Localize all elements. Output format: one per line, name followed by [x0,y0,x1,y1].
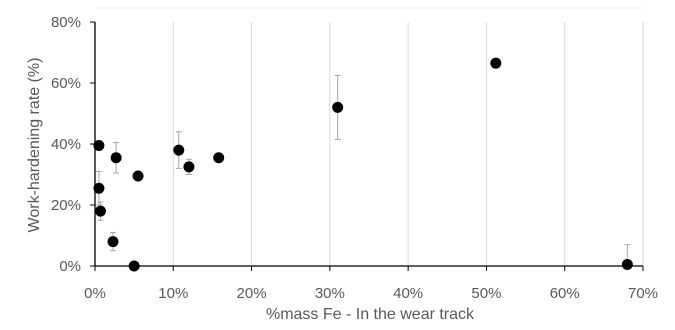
data-point-2 [94,205,106,217]
data-point-4 [110,152,122,164]
error-bars [95,74,631,267]
y-tick-label-3: 60% [51,75,81,92]
y-tick-label-4: 80% [51,14,81,31]
y-tick-label-1: 20% [51,197,81,214]
grid-lines [95,7,644,266]
x-tick-label-5: 50% [471,285,501,302]
data-point-5 [128,260,140,272]
data-point-1 [93,182,105,194]
x-tick-label-4: 40% [393,285,423,302]
data-points [93,57,633,272]
data-point-9 [213,152,225,164]
data-point-7 [173,144,185,156]
data-point-10 [332,101,344,113]
x-tick-label-0: 0% [84,285,106,302]
data-point-3 [107,236,119,248]
data-point-6 [132,170,144,182]
y-axis-title: Work-hardening rate (%) [26,58,43,233]
data-point-11 [490,57,502,69]
data-point-0 [93,140,105,152]
data-point-8 [183,161,195,173]
x-tick-label-7: 70% [628,285,658,302]
x-tick-label-1: 10% [158,285,188,302]
data-point-12 [621,258,633,270]
y-tick-label-0: 0% [59,258,81,275]
y-tick-label-2: 40% [51,136,81,153]
x-axis-title: %mass Fe - In the wear track [266,306,475,323]
x-tick-label-2: 20% [237,285,267,302]
x-tick-label-3: 30% [315,285,345,302]
x-tick-label-6: 60% [550,285,580,302]
tick-labels: 0% 20% 40% 60% 80% 0% 10% 20% 30% 40% 50% 60% 70% [51,14,658,302]
